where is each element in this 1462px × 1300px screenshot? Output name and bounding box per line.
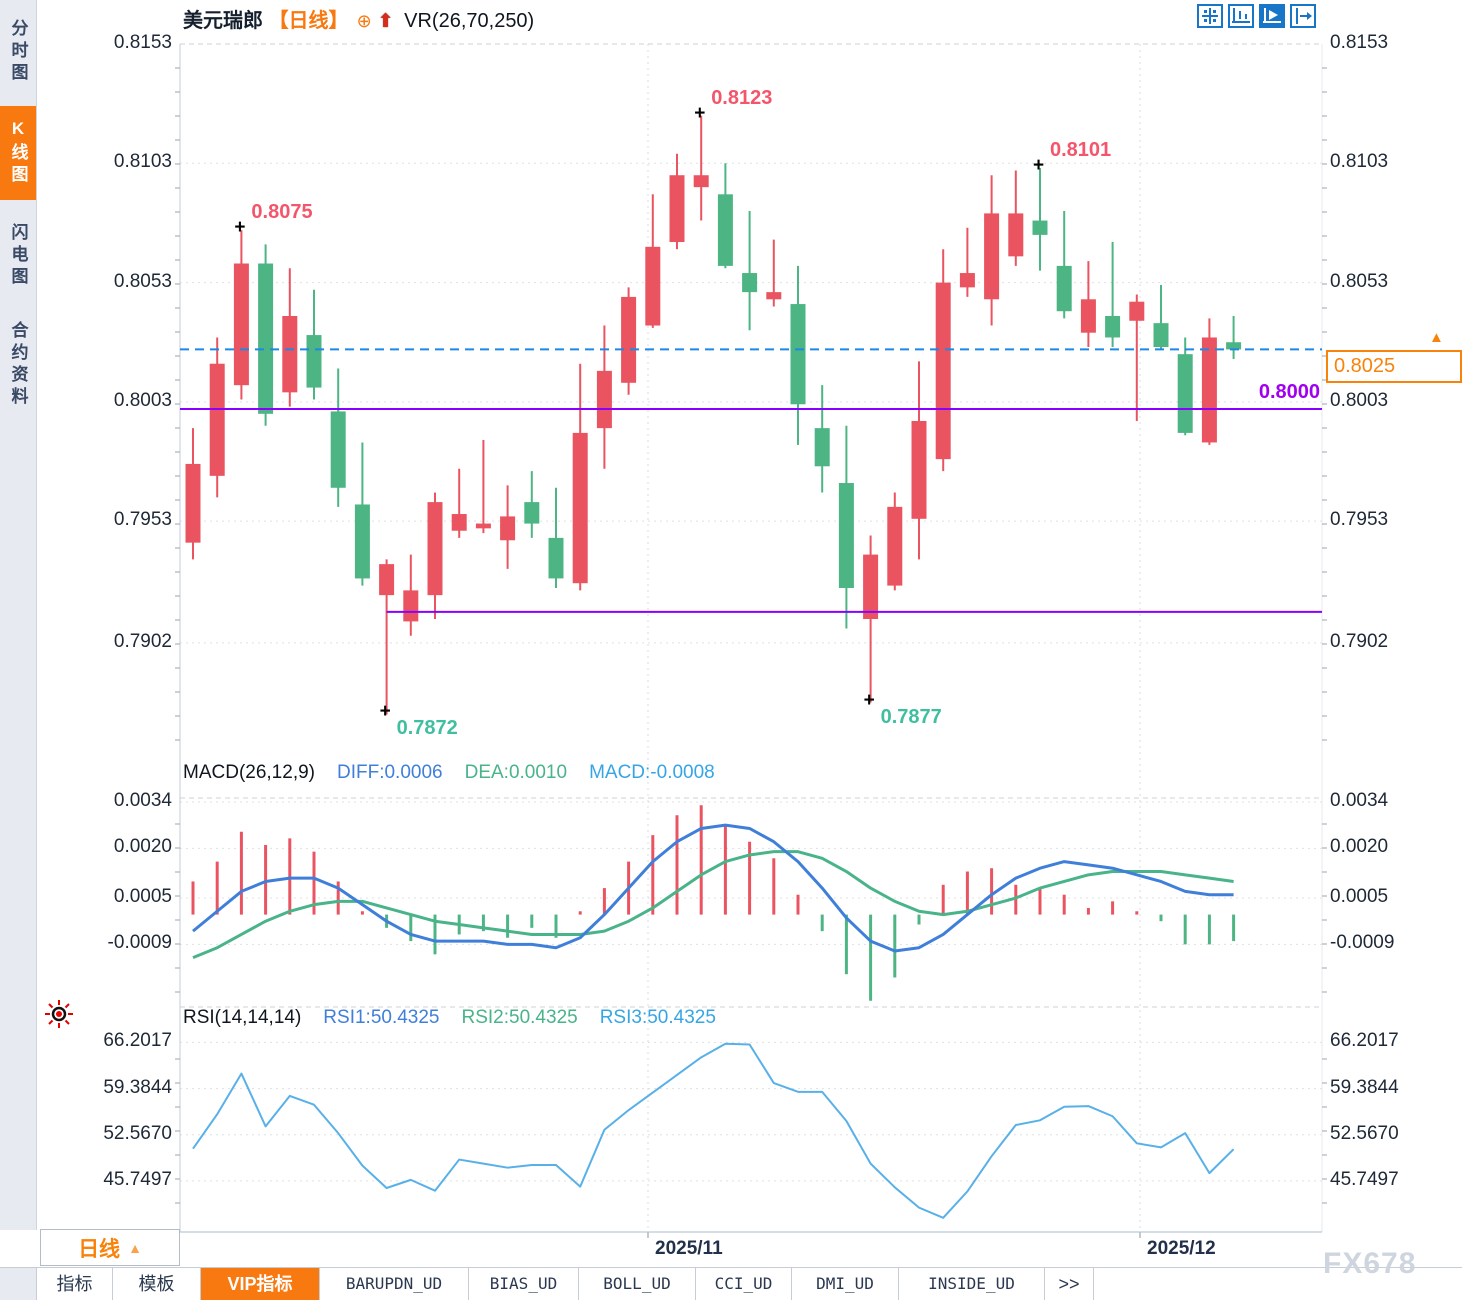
y-axis-label: 0.8153 xyxy=(113,32,172,53)
sidebar-tab-3[interactable]: 闪电图 xyxy=(0,212,36,300)
y-axis-label: 59.3844 xyxy=(1330,1076,1399,1098)
price-annotation: 0.7872 xyxy=(396,717,458,740)
y-axis-label: 66.2017 xyxy=(1330,1030,1399,1052)
y-axis-label: -0.0009 xyxy=(107,932,172,954)
y-axis-label: 45.7497 xyxy=(1330,1168,1399,1190)
price-tag-arrow-icon: ▲ xyxy=(1429,329,1444,346)
y-axis-label: 59.3844 xyxy=(103,1076,172,1098)
watermark: FX678 xyxy=(1323,1247,1417,1280)
macd-header: MACD(26,12,9) DIFF:0.0006 DEA:0.0010 MACD:-… xyxy=(183,762,715,784)
indicator-settings-sun-icon[interactable] xyxy=(44,999,74,1029)
y-axis-label: 0.8003 xyxy=(1330,389,1389,411)
indicator-value-label: MACD:-0.0008 xyxy=(589,762,715,783)
y-axis-label: 66.2017 xyxy=(103,1030,172,1052)
bottom-tab-4[interactable]: BARUPDN_UD xyxy=(320,1268,469,1300)
chart-toolbar xyxy=(1197,4,1316,28)
price-annotation: 0.8101 xyxy=(1050,139,1112,162)
y-axis-label: 0.7953 xyxy=(113,509,172,531)
overlay-indicator-label: VR(26,70,250) xyxy=(404,10,535,32)
bottom-tab-2[interactable]: 模板 xyxy=(113,1268,201,1300)
y-axis-label: 0.0005 xyxy=(113,886,172,908)
price-annotation: 0.7877 xyxy=(880,705,942,728)
indicator-value-label: RSI2:50.4325 xyxy=(461,1007,578,1028)
axis-scale-icon[interactable] xyxy=(1228,4,1254,28)
time-axis-label: 2025/11 xyxy=(655,1238,723,1259)
bottom-tab-10[interactable]: >> xyxy=(1045,1268,1094,1300)
y-axis-label: 0.7953 xyxy=(1330,509,1389,531)
extreme-cross-marker: + xyxy=(234,217,246,239)
y-axis-label: 0.8053 xyxy=(1330,270,1389,292)
sidebar-tab-2[interactable]: K线图 xyxy=(0,106,36,200)
bottom-tab-1[interactable]: 指标 xyxy=(37,1268,113,1300)
circle-plus-icon[interactable]: ⊕ xyxy=(356,11,372,31)
rsi-layer xyxy=(192,1042,1235,1219)
time-axis-label: 2025/12 xyxy=(1147,1238,1216,1259)
current-price-tag: 0.8025 xyxy=(1326,350,1462,383)
price-annotation: 0.8123 xyxy=(711,86,773,109)
sidebar-tab-4[interactable]: 合约资料 xyxy=(0,304,36,426)
bottom-tab-8[interactable]: DMI_UD xyxy=(792,1268,899,1300)
price-annotation: 0.8075 xyxy=(251,201,313,224)
extreme-cross-marker: + xyxy=(694,102,706,124)
y-axis-label: 0.8053 xyxy=(113,270,172,292)
bottom-tab-5[interactable]: BIAS_UD xyxy=(469,1268,579,1300)
symbol-title: 美元瑞郎 xyxy=(183,10,263,32)
indicator-value-label: RSI1:50.4325 xyxy=(323,1007,440,1028)
y-axis-label: 52.5670 xyxy=(103,1122,172,1144)
y-axis-label: 0.0005 xyxy=(1330,886,1389,908)
bottom-tab-9[interactable]: INSIDE_UD xyxy=(899,1268,1045,1300)
y-axis-label: 0.8103 xyxy=(1330,151,1389,173)
bottom-tab-7[interactable]: CCI_UD xyxy=(696,1268,792,1300)
indicator-value-label: RSI3:50.4325 xyxy=(599,1007,716,1028)
y-axis-label: 0.8103 xyxy=(113,151,172,173)
tabbar-top-border xyxy=(1079,1267,1462,1268)
rsi-title: RSI(14,14,14) xyxy=(183,1007,302,1028)
period-label: 日线 xyxy=(78,1237,121,1261)
period-tag[interactable]: 【日线】 xyxy=(268,10,349,32)
macd-title: MACD(26,12,9) xyxy=(183,762,315,783)
period-arrow-icon: ▲ xyxy=(128,1239,142,1256)
bottom-left-corner-cell xyxy=(0,1267,36,1300)
period-selector[interactable]: 日线 ▲ xyxy=(40,1229,180,1266)
y-axis-label: 0.0034 xyxy=(113,789,172,811)
y-axis-label: 52.5670 xyxy=(1330,1122,1399,1144)
y-axis-label: 0.0020 xyxy=(113,836,172,858)
y-axis-label: 0.7902 xyxy=(113,630,172,652)
indicator-value-label: DEA:0.0010 xyxy=(464,762,568,783)
sidebar-tab-1[interactable]: 分时图 xyxy=(0,6,36,98)
bottom-tab-3[interactable]: VIP指标 xyxy=(201,1268,320,1300)
level-price-label: 0.8000 xyxy=(1258,381,1320,403)
axis-play-icon[interactable] xyxy=(1259,4,1285,28)
left-sidebar: 分时图 K线图闪电图合约资料 xyxy=(0,0,37,1230)
candles-layer xyxy=(185,115,1242,715)
gridlines-layer xyxy=(180,44,1322,1238)
y-axis-label: 45.7497 xyxy=(103,1168,172,1190)
price-lines-layer xyxy=(180,348,1322,613)
y-axis-label: 0.0020 xyxy=(1330,836,1389,858)
up-arrow-icon: ⬆ xyxy=(377,11,394,32)
indicator-value-label: DIFF:0.0006 xyxy=(337,762,443,783)
y-axis-label: 0.8003 xyxy=(113,389,172,411)
bottom-tab-6[interactable]: BOLL_UD xyxy=(579,1268,696,1300)
axis-shift-icon[interactable] xyxy=(1290,4,1316,28)
extreme-cross-marker: + xyxy=(863,689,875,711)
pan-crosshair-icon[interactable] xyxy=(1197,4,1223,28)
y-axis-label: 0.7902 xyxy=(1330,630,1389,652)
chart-header: 美元瑞郎 【日线】 ⊕ ⬆ VR(26,70,250) xyxy=(183,4,534,33)
y-axis-label: -0.0009 xyxy=(1330,932,1395,954)
macd-layer xyxy=(191,805,1236,1001)
y-axis-label: 0.8153 xyxy=(1330,32,1389,53)
borders-layer xyxy=(175,43,1327,1233)
indicator-tabbar: 指标 模板 VIP指标 BARUPDN_UD BIAS_UD BOLL_UD CCI_UD D… xyxy=(36,1267,1094,1300)
rsi-header: RSI(14,14,14) RSI1:50.4325 RSI2:50.4325 RSI… xyxy=(183,1007,716,1029)
extreme-cross-marker: + xyxy=(379,701,391,723)
y-axis-label: 0.0034 xyxy=(1330,789,1389,811)
extreme-cross-marker: + xyxy=(1033,155,1045,177)
